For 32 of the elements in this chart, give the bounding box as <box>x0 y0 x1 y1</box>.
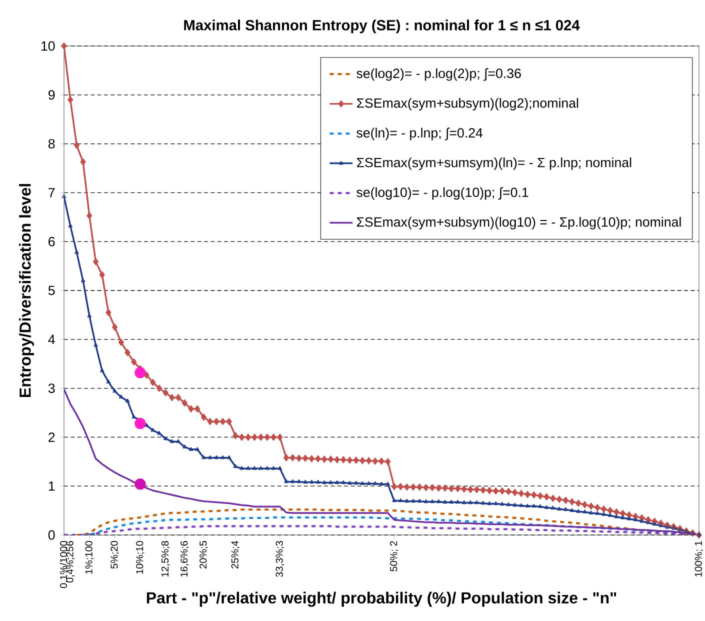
x-tick-label: 50%; 2 <box>390 541 398 572</box>
legend-label: se(log10)= - p.log(10)p; ∫=0.1 <box>356 187 528 200</box>
x-tick-label: 1%;100 <box>85 541 94 574</box>
y-tick-label: 6 <box>48 236 55 246</box>
x-tick-label: 10%;10 <box>136 541 144 574</box>
x-tick-label: 25%;4 <box>231 540 240 568</box>
x-tick-label: 5%;20 <box>110 541 119 569</box>
x-tick-label: 0,4%;256 <box>66 541 74 582</box>
y-tick-label: 1 <box>48 482 55 491</box>
y-tick-label: 7 <box>48 188 55 198</box>
y-tick-label: 5 <box>48 286 55 296</box>
x-tick-label: 0,1%/1000 <box>60 541 68 588</box>
y-tick-label: 10 <box>41 41 55 51</box>
legend-label: se(log2)= - p.log(2)p; ∫=0.36 <box>356 68 521 81</box>
x-tick-label: 20%;5 <box>200 541 208 568</box>
x-tick-label: 12,5%;8 <box>161 541 170 577</box>
legend-label: se(ln)= - p.lnp; ∫=0.24 <box>356 128 483 140</box>
x-tick-label: 16,6%;6 <box>180 541 189 577</box>
legend-label: ΣSEmax(sym+sumsym)(ln)= - Σ p.lnp; nominal <box>356 157 632 170</box>
y-tick-label: 4 <box>48 334 55 344</box>
x-axis-title: Part - "p"/relative weight/ probability (%)/ Population size - "n" <box>146 592 616 607</box>
y-tick-label: 0 <box>48 530 55 540</box>
x-tick-label: 100%; 1 <box>694 541 704 577</box>
legend-label: ΣSEmax(sym+subsym)(log10) = - Σp.log(10)p; nominal <box>356 216 681 230</box>
x-tick-label: 33,3%;3 <box>276 541 284 577</box>
legend-label: ΣSEmax(sym+subsym)(log2);nominal <box>356 98 578 110</box>
chart-title: Maximal Shannon Entropy (SE) : nominal for 1 ≤ n ≤1 024 <box>184 20 580 34</box>
y-tick-label: 2 <box>48 432 55 442</box>
y-tick-label: 9 <box>48 90 55 100</box>
y-tick-label: 3 <box>48 384 55 394</box>
y-tick-label: 8 <box>48 139 55 149</box>
y-axis-title: Entropy/Diversification level <box>19 184 34 398</box>
